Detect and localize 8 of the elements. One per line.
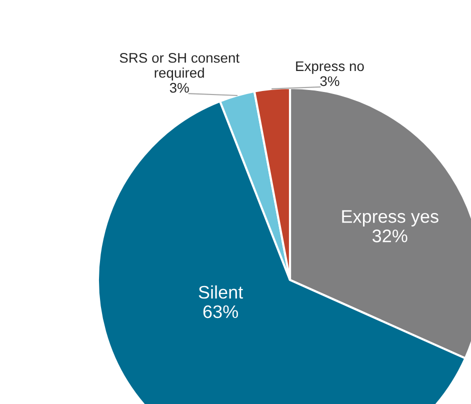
data-label: 3%	[320, 76, 340, 86]
slice-label: Express no	[296, 61, 364, 74]
data-label: 3%	[170, 82, 189, 93]
data-label: 32%	[372, 230, 408, 242]
slice-label: Express yes	[342, 210, 438, 226]
slice-label: SRS or SH consent required	[120, 52, 240, 81]
data-label: 63%	[203, 305, 238, 318]
slice-label: Silent	[198, 285, 244, 299]
